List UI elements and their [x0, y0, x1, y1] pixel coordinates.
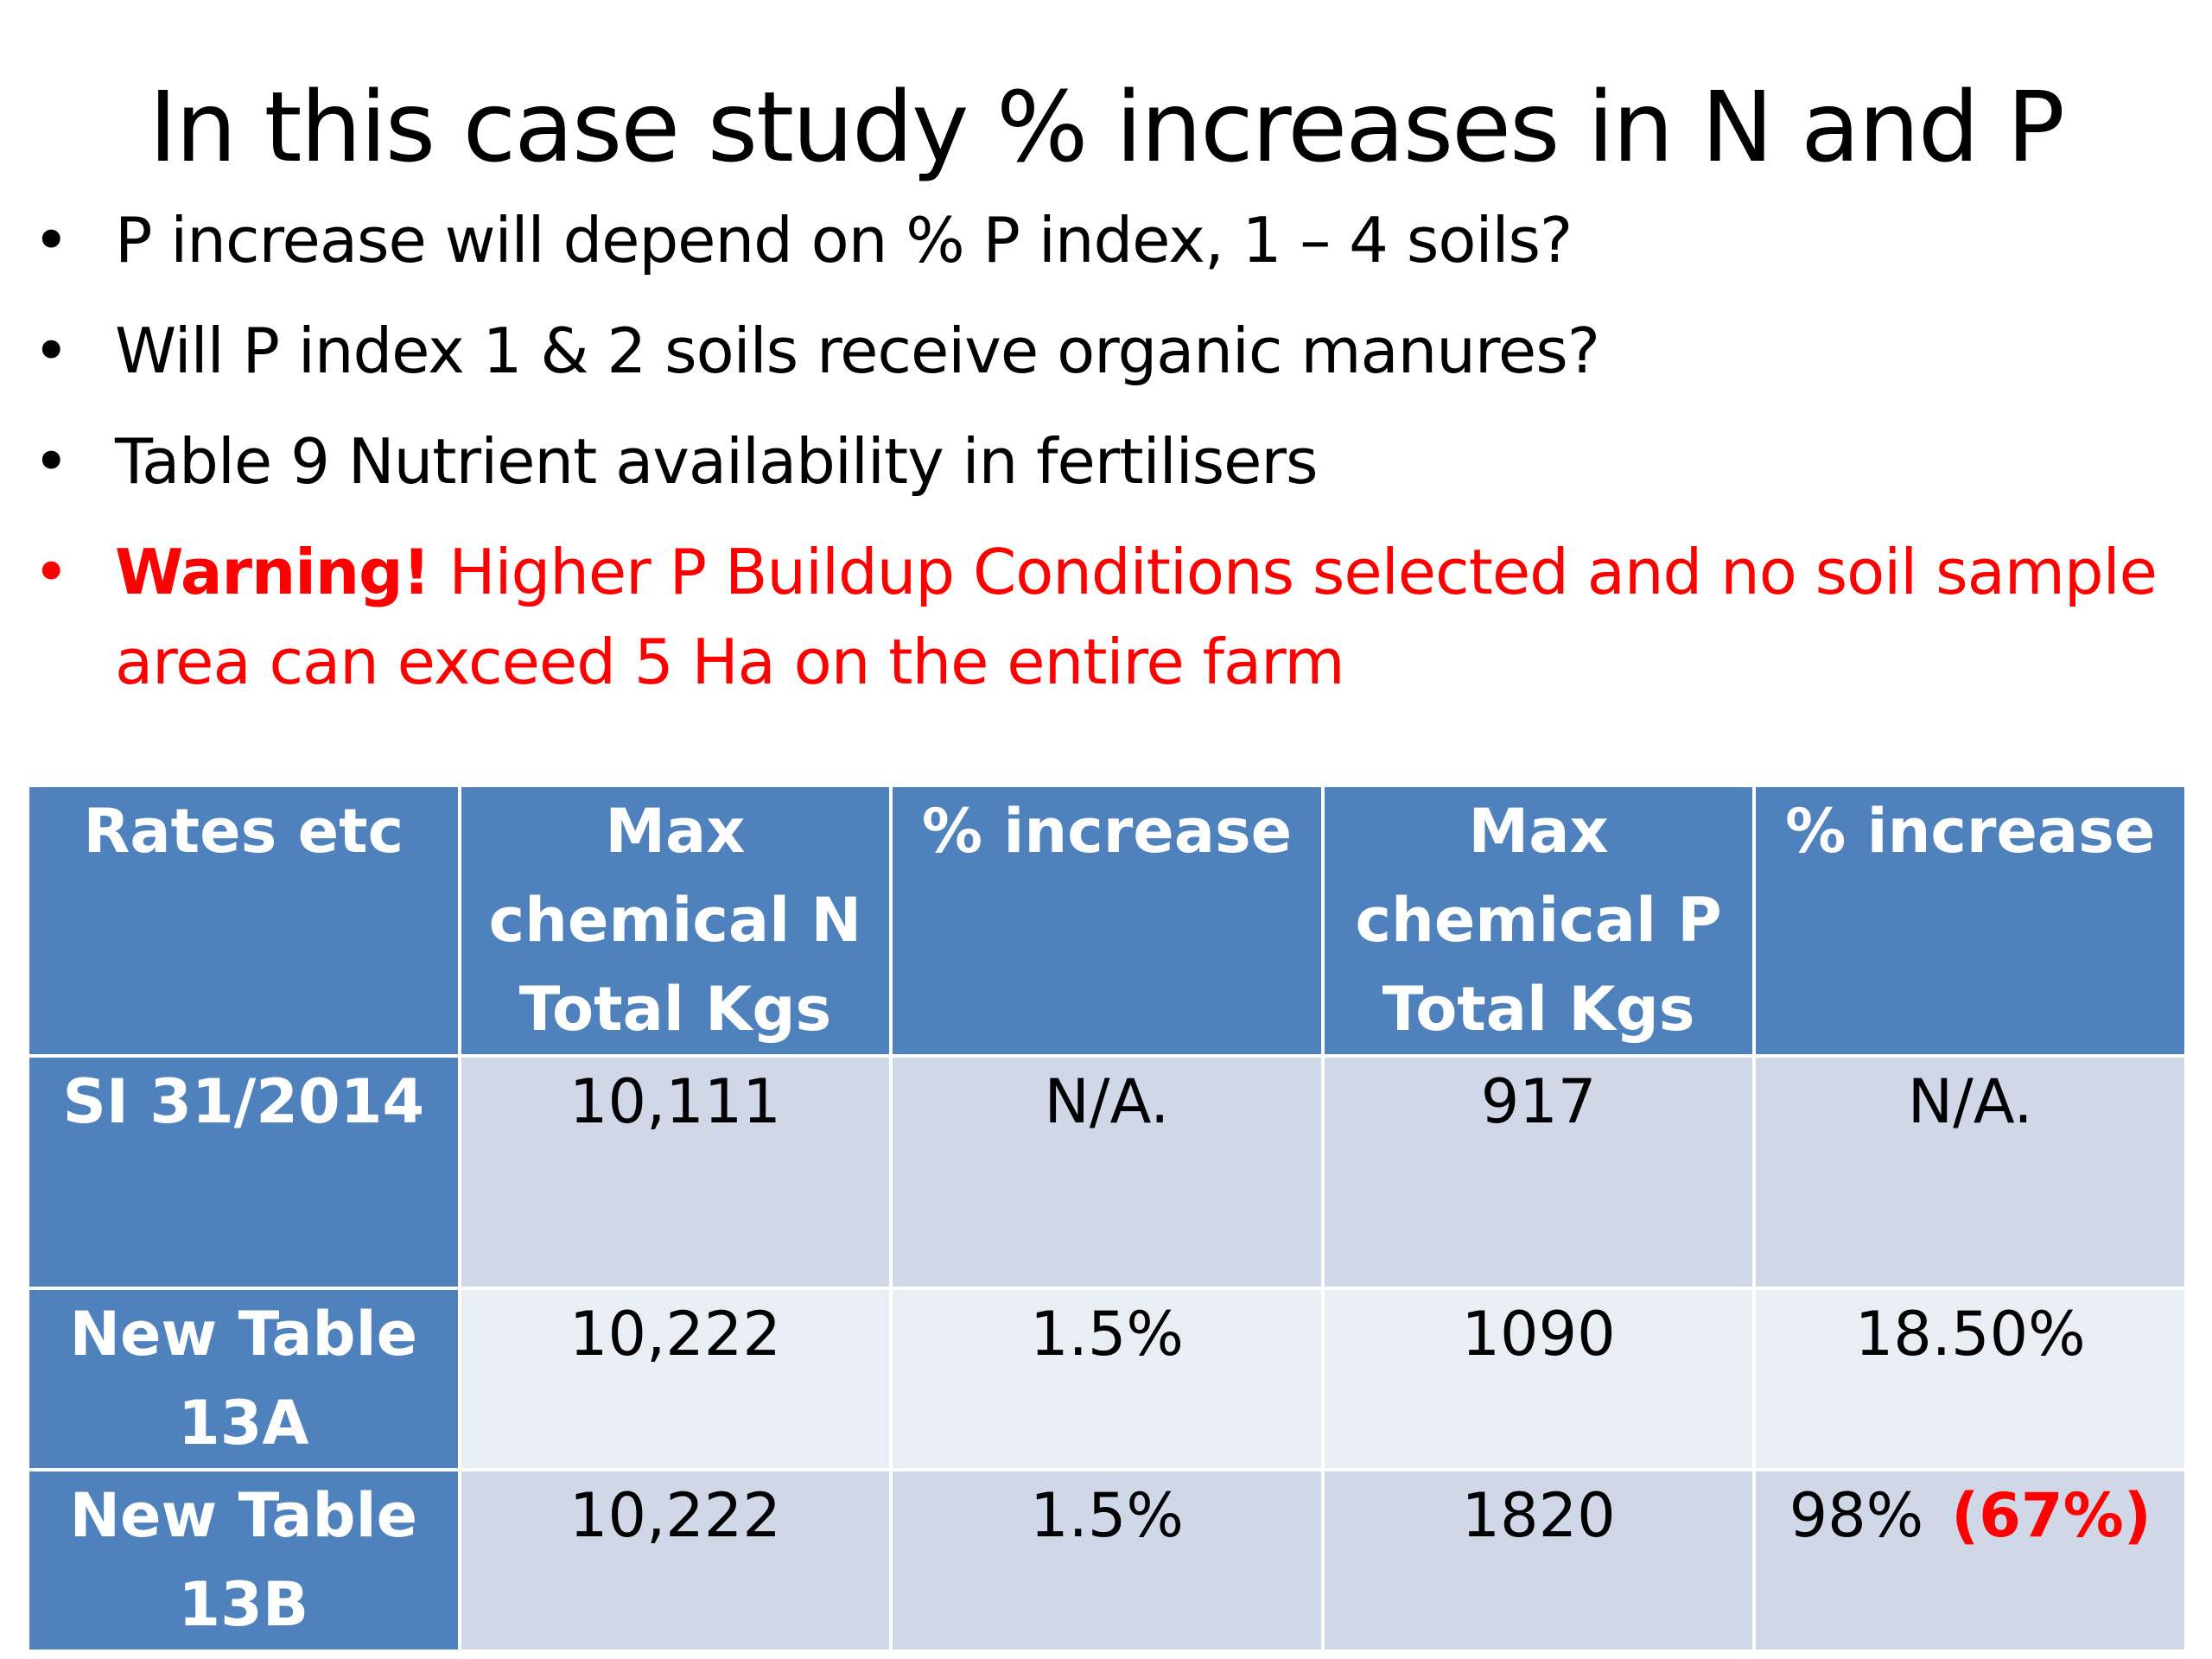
slide-title: In this case study % increases in N and …: [149, 72, 2065, 184]
bullet-item: • Table 9 Nutrient availability in ferti…: [26, 416, 2186, 506]
p-increase-value: N/A.: [1907, 1066, 2033, 1137]
p-increase-cell: 98% (67%): [1752, 1468, 2188, 1653]
table-row: New Table 13B 10,222 1.5% 1820 98% (67%): [26, 1468, 2188, 1653]
row-label: New Table 13A: [26, 1287, 461, 1471]
max-n-cell: 10,222: [457, 1468, 893, 1653]
bullet-text: Will P index 1 & 2 soils receive organic…: [115, 315, 1600, 387]
p-increase-cell: 18.50%: [1752, 1287, 2188, 1471]
max-p-cell: 1820: [1320, 1468, 1757, 1653]
max-n-cell: 10,111: [457, 1054, 893, 1290]
header-rates: Rates etc: [26, 784, 461, 1058]
p-increase-cell: N/A.: [1752, 1054, 2188, 1290]
bullet-text: P increase will depend on % P index, 1 –…: [115, 204, 1573, 276]
table-row: New Table 13A 10,222 1.5% 1090 18.50%: [26, 1287, 2188, 1471]
max-p-cell: 917: [1320, 1054, 1757, 1290]
warning-bullet: • Warning! Higher P Buildup Conditions s…: [26, 527, 2186, 707]
warning-text: Higher P Buildup Conditions selected and…: [115, 536, 2158, 698]
bullet-list: • P increase will depend on % P index, 1…: [26, 195, 2186, 728]
bullet-dot-icon: •: [33, 536, 69, 608]
p-increase-value: 18.50%: [1854, 1299, 2086, 1370]
bullet-dot-icon: •: [33, 315, 69, 387]
header-max-n: Max chemical N Total Kgs: [457, 784, 893, 1058]
p-increase-note: (67%): [1951, 1480, 2152, 1551]
header-n-increase: % increase: [889, 784, 1325, 1058]
bullet-item: • P increase will depend on % P index, 1…: [26, 195, 2186, 285]
header-p-increase: % increase: [1752, 784, 2188, 1058]
bullet-dot-icon: •: [33, 204, 69, 276]
rates-table: Rates etc Max chemical N Total Kgs % inc…: [26, 784, 2188, 1653]
row-label: SI 31/2014: [26, 1054, 461, 1290]
table-row: SI 31/2014 10,111 N/A. 917 N/A.: [26, 1054, 2188, 1290]
row-label: New Table 13B: [26, 1468, 461, 1653]
n-increase-cell: N/A.: [889, 1054, 1325, 1290]
max-p-cell: 1090: [1320, 1287, 1757, 1471]
header-max-p: Max chemical P Total Kgs: [1320, 784, 1757, 1058]
warning-lead: Warning!: [115, 536, 431, 608]
table-header-row: Rates etc Max chemical N Total Kgs % inc…: [26, 784, 2188, 1058]
p-increase-value: 98%: [1789, 1480, 1924, 1551]
n-increase-cell: 1.5%: [889, 1468, 1325, 1653]
n-increase-cell: 1.5%: [889, 1287, 1325, 1471]
max-n-cell: 10,222: [457, 1287, 893, 1471]
bullet-dot-icon: •: [33, 425, 69, 498]
bullet-item: • Will P index 1 & 2 soils receive organ…: [26, 306, 2186, 396]
bullet-text: Table 9 Nutrient availability in fertili…: [115, 425, 1318, 498]
